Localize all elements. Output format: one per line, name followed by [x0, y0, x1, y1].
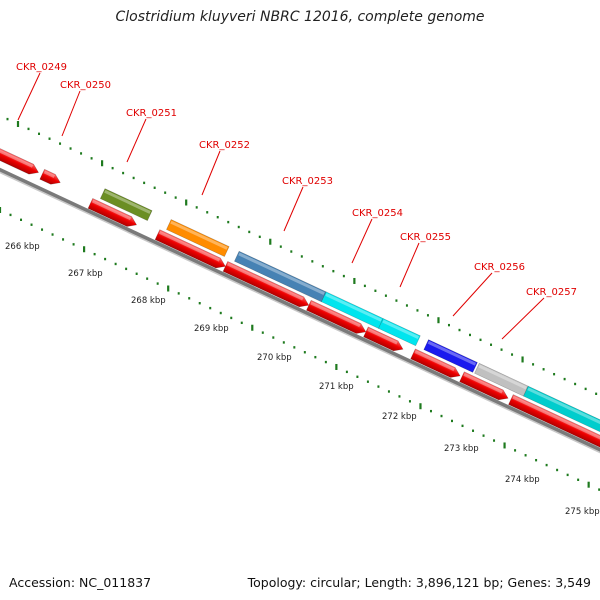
gene-label-ckr_0255[interactable]: CKR_0255	[400, 232, 451, 243]
gene-label-ckr_0253[interactable]: CKR_0253	[282, 176, 333, 187]
backbone-shadow	[0, 171, 600, 454]
gene-label-ckr_0257[interactable]: CKR_0257	[526, 287, 577, 298]
gene-leader-line	[351, 218, 373, 264]
gene-label-ckr_0252[interactable]: CKR_0252	[199, 140, 250, 151]
map-title: Clostridium kluyveri NBRC 12016, complet…	[115, 9, 485, 25]
gene-block[interactable]	[99, 188, 153, 221]
kbp-label: 271 kbp	[319, 382, 354, 392]
kbp-label: 266 kbp	[5, 242, 40, 252]
gene-leader-line	[501, 297, 545, 340]
gene-leader-line	[61, 90, 81, 137]
outer-tick-ring	[6, 117, 598, 396]
accession-text: Accession: NC_011837	[9, 575, 152, 590]
cds-arrow[interactable]	[222, 260, 311, 310]
gene-leader-line	[283, 186, 304, 232]
cds-arrow[interactable]	[154, 229, 228, 272]
gene-leader-line	[126, 118, 147, 163]
kbp-label: 270 kbp	[257, 353, 292, 363]
cds-arrow[interactable]	[459, 371, 511, 404]
gene-leader-line	[452, 272, 493, 317]
kbp-label: 274 kbp	[505, 475, 540, 485]
gene-leader-line	[399, 242, 420, 288]
gene-label-ckr_0249[interactable]: CKR_0249	[16, 62, 67, 73]
gene-block[interactable]	[321, 291, 384, 329]
kbp-label: 272 kbp	[382, 412, 417, 422]
kbp-label: 268 kbp	[131, 296, 166, 306]
gene-label-ckr_0254[interactable]: CKR_0254	[352, 208, 403, 219]
backbone-line	[0, 167, 600, 454]
cds-arrow[interactable]	[508, 394, 600, 464]
gene-features	[0, 147, 600, 464]
kbp-label: 267 kbp	[68, 269, 103, 279]
gene-block[interactable]	[474, 362, 529, 397]
cds-arrow[interactable]	[39, 168, 63, 187]
kbp-label: 273 kbp	[444, 444, 479, 454]
gene-labels: CKR_0249 CKR_0250 CKR_0251 CKR_0252 CKR_0253…	[16, 62, 577, 340]
kbp-label: 269 kbp	[194, 324, 229, 334]
gene-leader-line	[201, 150, 221, 196]
gene-block[interactable]	[523, 385, 600, 452]
gene-leader-line	[17, 72, 41, 121]
gene-block[interactable]	[378, 318, 421, 347]
gene-label-ckr_0250[interactable]: CKR_0250	[60, 80, 111, 91]
gene-block[interactable]	[423, 339, 478, 373]
kbp-label: 275 kbp	[565, 507, 600, 517]
gene-label-ckr_0256[interactable]: CKR_0256	[474, 262, 525, 273]
gene-block[interactable]	[166, 219, 230, 257]
inner-tick-ring	[0, 207, 600, 491]
cds-arrow[interactable]	[363, 326, 406, 354]
cds-arrow[interactable]	[0, 147, 41, 177]
kbp-labels: 266 kbp 267 kbp 268 kbp 269 kbp 270 kbp 271 k…	[5, 242, 600, 517]
gene-label-ckr_0251[interactable]: CKR_0251	[126, 108, 177, 119]
genome-summary-text: Topology: circular; Length: 3,896,121 bp…	[247, 575, 591, 590]
cds-arrow[interactable]	[410, 348, 463, 381]
backbone-line-stroke	[0, 167, 600, 453]
cds-arrow[interactable]	[306, 299, 368, 337]
cds-arrow[interactable]	[87, 197, 139, 230]
